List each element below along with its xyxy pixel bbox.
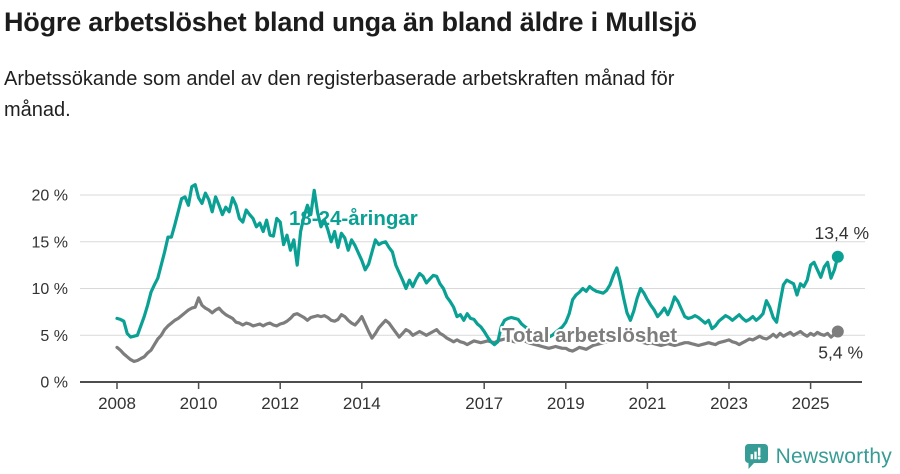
y-tick-label: 15 % [32, 234, 68, 251]
newsworthy-wordmark: Newsworthy [775, 444, 892, 468]
chart-subtitle-line2: månad. [4, 99, 71, 121]
x-tick-label: 2025 [792, 394, 830, 413]
exclamation-bar [757, 447, 761, 456]
exclamation-dot [757, 456, 761, 460]
newsworthy-logo-icon [744, 444, 768, 469]
series-line-total [115, 296, 840, 363]
end-value-label: 5,4 % [818, 343, 863, 363]
series-label-total: Total arbetslöshet [502, 324, 677, 347]
x-tick-label: 2019 [547, 394, 585, 413]
x-tick-label: 2023 [710, 394, 748, 413]
y-tick-label: 0 % [40, 375, 68, 392]
end-value-label: 13,4 % [815, 223, 869, 243]
y-tick-label: 20 % [32, 188, 68, 205]
x-tick-label: 2012 [261, 394, 299, 413]
series-end-dot [831, 325, 844, 338]
x-tick-label: 2021 [628, 394, 666, 413]
y-tick-label: 5 % [40, 328, 68, 345]
y-tick-label: 10 % [32, 281, 68, 298]
chart-subtitle: Arbetssökande som andel av den registerb… [4, 64, 844, 126]
bar-small [750, 454, 753, 460]
x-tick-label: 2014 [343, 394, 381, 413]
x-tick-label: 2017 [465, 394, 503, 413]
chart-title: Högre arbetslöshet bland unga än bland ä… [4, 7, 697, 37]
bar-medium [753, 451, 757, 460]
series-line-youth [115, 183, 840, 347]
series-label-youth: 18-24-åringar [289, 207, 418, 230]
chart-subtitle-line1: Arbetssökande som andel av den registerb… [4, 68, 675, 90]
x-tick-label: 2010 [180, 394, 218, 413]
newsworthy-branding: Newsworthy [744, 443, 892, 470]
series-end-dot [831, 250, 844, 263]
x-tick-label: 2008 [98, 394, 136, 413]
